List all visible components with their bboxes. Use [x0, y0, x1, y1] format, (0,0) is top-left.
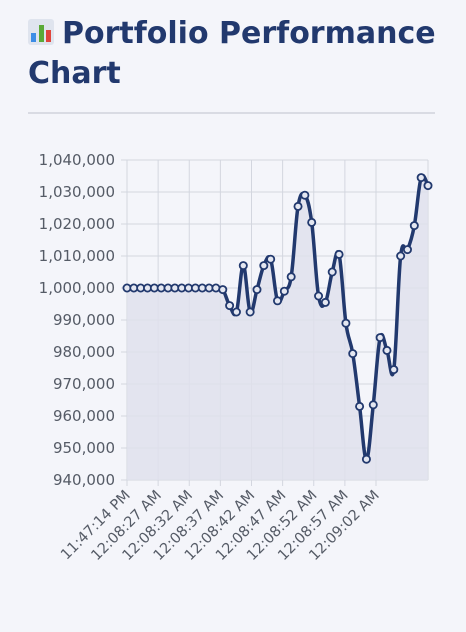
- data-point: [334, 249, 344, 259]
- data-point: [238, 261, 248, 271]
- data-point: [396, 251, 406, 261]
- data-point: [231, 307, 241, 317]
- y-tick-label: 1,000,000: [39, 279, 115, 297]
- data-point: [245, 307, 255, 317]
- area-fill: [127, 175, 428, 480]
- y-tick-label: 1,020,000: [39, 215, 115, 233]
- page-title-text: Portfolio Performance Chart: [28, 16, 436, 91]
- data-point: [361, 454, 371, 464]
- data-point: [307, 217, 317, 227]
- y-tick-label: 980,000: [53, 343, 115, 361]
- data-point: [341, 318, 351, 328]
- data-point: [320, 297, 330, 307]
- title-divider: [28, 112, 435, 114]
- portfolio-chart: 940,000 950,000 960,000 970,000 980,000 990,0…: [39, 151, 433, 564]
- data-point: [293, 201, 303, 211]
- data-point: [218, 285, 228, 295]
- data-point: [416, 173, 426, 183]
- data-point: [402, 245, 412, 255]
- y-tick-label: 1,040,000: [39, 151, 115, 169]
- y-tick-label: 960,000: [53, 407, 115, 425]
- y-tick-label: 1,030,000: [39, 183, 115, 201]
- data-point: [348, 349, 358, 359]
- data-point: [259, 261, 269, 271]
- y-tick-label: 950,000: [53, 439, 115, 457]
- y-tick-label: 940,000: [53, 471, 115, 489]
- data-point: [272, 296, 282, 306]
- chart-points: [122, 173, 433, 464]
- data-point: [252, 285, 262, 295]
- data-point: [382, 345, 392, 355]
- y-axis-ticks: 940,000 950,000 960,000 970,000 980,000 990,0…: [39, 151, 115, 489]
- page-title: Portfolio Performance Chart: [28, 14, 448, 94]
- data-point: [375, 333, 385, 343]
- data-point: [355, 401, 365, 411]
- data-point: [368, 400, 378, 410]
- chart-area-layer: [127, 175, 428, 480]
- data-point: [327, 267, 337, 277]
- data-point: [225, 301, 235, 311]
- y-tick-label: 990,000: [53, 311, 115, 329]
- data-point: [423, 181, 433, 191]
- y-tick-label: 1,010,000: [39, 247, 115, 265]
- data-point: [300, 190, 310, 200]
- data-point: [266, 254, 276, 264]
- y-tick-label: 970,000: [53, 375, 115, 393]
- data-point: [409, 221, 419, 231]
- bar-chart-icon: [28, 19, 54, 45]
- data-point: [286, 272, 296, 282]
- data-point: [314, 291, 324, 301]
- data-point: [389, 365, 399, 375]
- data-point: [279, 286, 289, 296]
